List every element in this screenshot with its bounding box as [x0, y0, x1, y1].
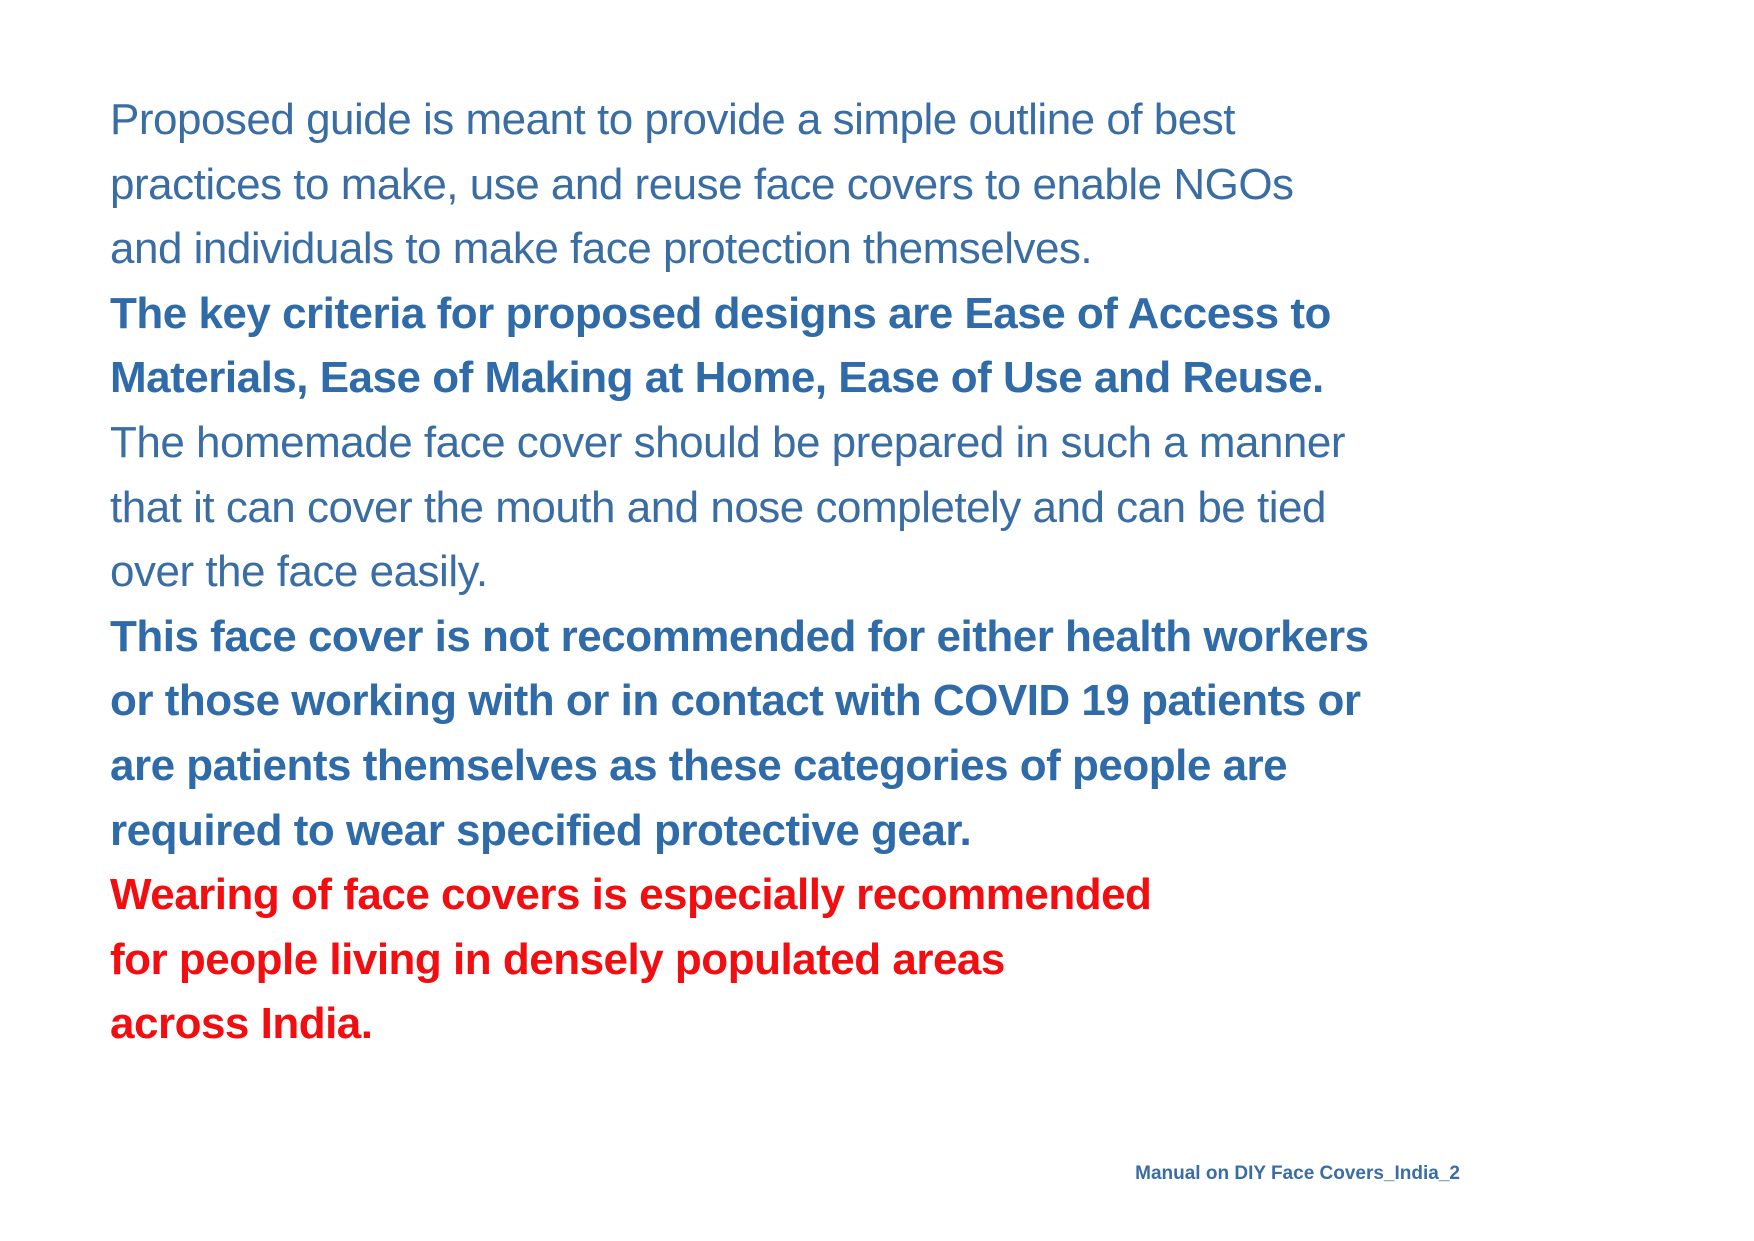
- text-line: required to wear specified protective ge…: [110, 805, 972, 855]
- text-line: are patients themselves as these categor…: [110, 740, 1288, 790]
- body-text-block: Proposed guide is meant to provide a sim…: [110, 88, 1369, 1057]
- text-line: or those working with or in contact with…: [110, 676, 1361, 726]
- text-line: for people living in densely populated a…: [110, 934, 1005, 984]
- text-line: that it can cover the mouth and nose com…: [110, 482, 1326, 532]
- text-line: across India.: [110, 999, 373, 1049]
- text-line: Wearing of face covers is especially rec…: [110, 870, 1152, 920]
- text-line: The key criteria for proposed designs ar…: [110, 288, 1331, 338]
- text-line: over the face easily.: [110, 547, 488, 597]
- text-line: and individuals to make face protection …: [110, 224, 1093, 274]
- footer-label: Manual on DIY Face Covers_India_2: [1135, 1163, 1460, 1184]
- text-line: Materials, Ease of Making at Home, Ease …: [110, 353, 1324, 403]
- text-line: The homemade face cover should be prepar…: [110, 417, 1346, 467]
- text-line: practices to make, use and reuse face co…: [110, 159, 1294, 209]
- text-line: Proposed guide is meant to provide a sim…: [110, 95, 1235, 144]
- text-line: This face cover is not recommended for e…: [110, 611, 1369, 661]
